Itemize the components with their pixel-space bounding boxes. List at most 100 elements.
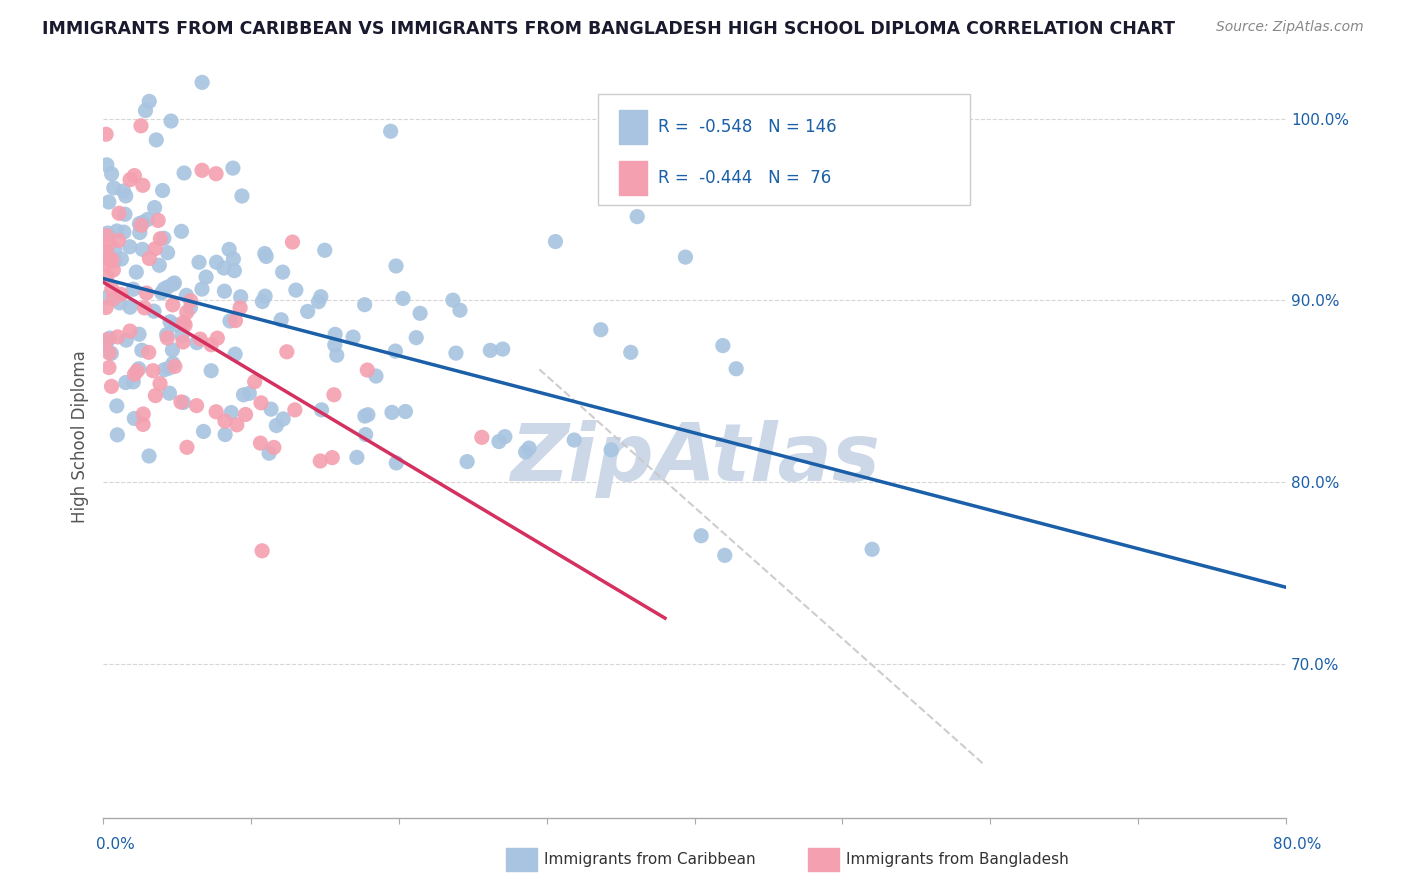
Point bbox=[308, 294, 330, 309]
Point bbox=[115, 333, 138, 347]
Point bbox=[195, 270, 218, 285]
Point bbox=[252, 294, 274, 309]
Point bbox=[323, 338, 346, 352]
Point bbox=[224, 347, 246, 361]
Point bbox=[112, 184, 135, 198]
Point bbox=[160, 114, 183, 128]
Point bbox=[186, 399, 208, 413]
Point bbox=[243, 375, 266, 389]
Point bbox=[222, 161, 245, 175]
Point bbox=[124, 169, 146, 183]
Point bbox=[122, 282, 145, 296]
Point bbox=[105, 399, 128, 413]
Point bbox=[276, 344, 298, 359]
Point bbox=[94, 257, 117, 271]
Point bbox=[191, 75, 214, 89]
Point bbox=[488, 434, 510, 449]
Point bbox=[311, 402, 333, 417]
Point bbox=[104, 253, 127, 268]
Point bbox=[188, 255, 211, 269]
Point bbox=[112, 225, 135, 239]
Point bbox=[98, 331, 121, 345]
Point bbox=[98, 360, 121, 375]
Point bbox=[205, 405, 228, 419]
Point bbox=[146, 213, 169, 227]
Point bbox=[713, 549, 735, 563]
Point bbox=[170, 395, 193, 409]
Point bbox=[392, 292, 415, 306]
Point bbox=[149, 376, 172, 391]
Point bbox=[118, 324, 141, 338]
Point bbox=[690, 529, 713, 543]
Point bbox=[219, 314, 242, 328]
Point bbox=[224, 263, 246, 277]
Point bbox=[153, 231, 176, 245]
Point bbox=[354, 409, 377, 423]
Point bbox=[222, 252, 245, 266]
Point bbox=[104, 243, 127, 257]
Point bbox=[129, 219, 152, 233]
Point bbox=[103, 181, 125, 195]
Point bbox=[103, 263, 125, 277]
Point bbox=[122, 375, 145, 389]
Point bbox=[380, 124, 402, 138]
Point bbox=[254, 289, 277, 303]
Point bbox=[517, 441, 540, 455]
Point bbox=[309, 290, 332, 304]
Point bbox=[309, 454, 332, 468]
Point bbox=[156, 280, 179, 294]
Point bbox=[96, 158, 118, 172]
Point bbox=[131, 215, 153, 229]
Point bbox=[326, 348, 349, 362]
Text: 80.0%: 80.0% bbox=[1274, 838, 1322, 852]
Point bbox=[94, 337, 117, 351]
Point bbox=[110, 252, 132, 266]
Point bbox=[128, 226, 150, 240]
Point bbox=[107, 234, 129, 248]
Point bbox=[97, 226, 120, 240]
Point bbox=[600, 442, 623, 457]
Text: R =  -0.444   N =  76: R = -0.444 N = 76 bbox=[658, 169, 831, 187]
Point bbox=[162, 277, 184, 292]
Point bbox=[191, 282, 214, 296]
Point bbox=[156, 331, 179, 345]
Point bbox=[128, 327, 150, 342]
Point bbox=[108, 296, 131, 310]
Point bbox=[860, 542, 883, 557]
Point bbox=[263, 441, 285, 455]
Point bbox=[284, 403, 307, 417]
Point bbox=[114, 207, 136, 221]
Point bbox=[214, 284, 236, 298]
Point bbox=[193, 425, 215, 439]
Point bbox=[100, 167, 122, 181]
Point bbox=[238, 386, 260, 401]
Point bbox=[711, 338, 734, 352]
Point bbox=[381, 405, 404, 419]
Point bbox=[207, 331, 229, 345]
Point bbox=[250, 543, 273, 558]
Point bbox=[105, 427, 128, 442]
Point bbox=[323, 327, 346, 342]
Text: IMMIGRANTS FROM CARIBBEAN VS IMMIGRANTS FROM BANGLADESH HIGH SCHOOL DIPLOMA CORR: IMMIGRANTS FROM CARIBBEAN VS IMMIGRANTS … bbox=[42, 20, 1175, 37]
Point bbox=[235, 408, 257, 422]
Point bbox=[143, 304, 166, 318]
Point bbox=[562, 433, 585, 447]
Point bbox=[271, 412, 294, 426]
Point bbox=[94, 128, 117, 142]
Point bbox=[322, 388, 344, 402]
Point bbox=[135, 286, 157, 301]
Point bbox=[589, 323, 612, 337]
Point bbox=[138, 449, 160, 463]
Point bbox=[231, 189, 253, 203]
Point bbox=[297, 304, 319, 318]
Point bbox=[105, 224, 128, 238]
Text: Source: ZipAtlas.com: Source: ZipAtlas.com bbox=[1216, 20, 1364, 34]
Point bbox=[271, 265, 294, 279]
Point bbox=[356, 363, 378, 377]
Point bbox=[120, 300, 142, 314]
Point bbox=[125, 364, 148, 378]
Point bbox=[725, 361, 748, 376]
Point bbox=[270, 312, 292, 326]
Point bbox=[224, 313, 246, 327]
Text: Immigrants from Caribbean: Immigrants from Caribbean bbox=[544, 853, 756, 867]
